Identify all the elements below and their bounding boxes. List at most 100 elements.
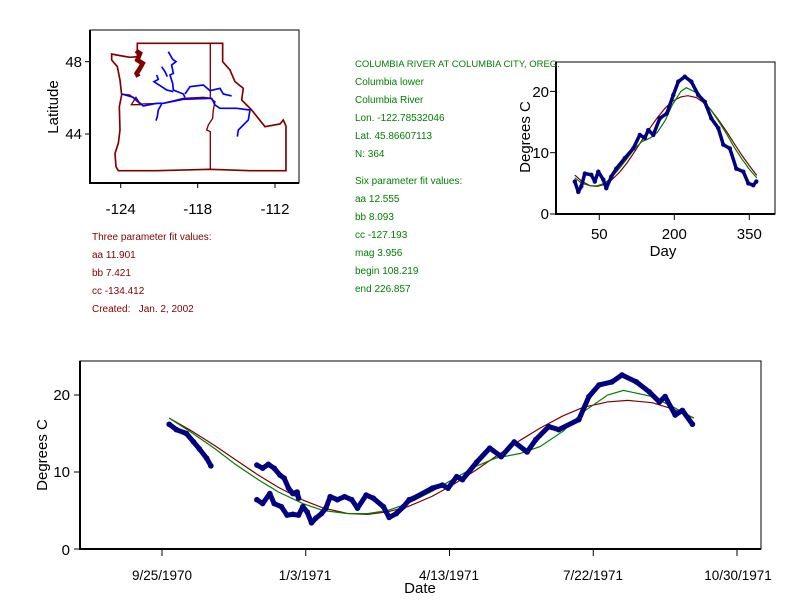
six-param-value: begin 108.219 — [355, 266, 419, 277]
observed-point — [689, 421, 696, 428]
station-line: N: 364 — [355, 149, 385, 160]
observed-point — [596, 382, 602, 388]
observed-point — [679, 407, 686, 414]
observed-point — [727, 146, 732, 151]
observed-point — [294, 489, 300, 495]
observed-point — [173, 426, 180, 433]
observed-point — [439, 482, 446, 488]
observed-point — [393, 510, 400, 517]
date-x-tick-label: 9/25/1970 — [132, 568, 192, 583]
observed-trace — [573, 74, 758, 194]
map-x-tick-label: -112 — [261, 201, 290, 218]
observed-point — [267, 490, 273, 497]
observed-point — [609, 174, 614, 179]
observed-point — [642, 135, 647, 141]
day-y-axis-label: Degrees C — [517, 101, 534, 173]
map-y-tick-label: 48 — [65, 54, 82, 71]
date-x-tick-label: 4/13/1971 — [419, 568, 479, 583]
six-param-value: aa 12.555 — [355, 194, 400, 205]
wa-id-or-border — [205, 43, 216, 170]
observed-point — [429, 485, 436, 491]
observed-point — [208, 463, 214, 469]
observed-point — [406, 496, 413, 503]
observed-point — [370, 495, 377, 501]
observed-point — [751, 182, 756, 188]
three-param-fit-line — [574, 95, 758, 188]
three-param-fit-line — [168, 399, 695, 515]
day-y-tick-label: 20 — [532, 84, 549, 101]
observed-point — [323, 505, 329, 511]
observed-point — [196, 446, 203, 452]
observed-point — [672, 412, 678, 418]
map-axis-ticks — [85, 61, 276, 188]
station-line: Columbia lower — [355, 77, 424, 88]
observed-point — [254, 496, 260, 503]
observed-point — [259, 465, 266, 471]
day-x-tick-label: 200 — [662, 226, 687, 243]
observed-point — [363, 492, 369, 498]
day-y-tick-label: 10 — [532, 145, 549, 162]
observed-point — [281, 475, 287, 481]
six-param-value: mag 3.956 — [355, 248, 403, 259]
created-date: Created: Jan. 2, 2002 — [92, 304, 194, 315]
observed-point — [304, 509, 310, 515]
observed-point — [284, 512, 290, 518]
observed-trace — [254, 461, 302, 501]
observed-point — [400, 503, 407, 510]
observed-point — [609, 379, 615, 385]
map-x-tick-label: -124 — [106, 201, 136, 218]
observed-point — [555, 426, 562, 433]
observed-point — [709, 116, 714, 121]
observed-point — [453, 473, 460, 480]
three-param-aa: aa 11.901 — [92, 250, 136, 261]
date-x-axis-label: Date — [404, 580, 436, 597]
puget-sound — [133, 48, 146, 78]
observed-point — [380, 503, 387, 510]
observed-point — [656, 399, 663, 405]
six-param-fit-line — [168, 389, 695, 515]
observed-point — [662, 393, 668, 400]
station-line: Columbia River — [355, 95, 424, 106]
date-y-axis-label: Degrees C — [34, 419, 51, 491]
observed-point — [657, 116, 662, 121]
observed-point — [582, 171, 587, 176]
observed-point — [308, 520, 315, 526]
observed-point — [754, 179, 759, 184]
day-x-axis-label: Day — [650, 243, 677, 260]
observed-point — [300, 503, 306, 510]
observed-point — [637, 132, 642, 138]
river-yakima — [152, 66, 174, 93]
observed-point — [601, 177, 606, 182]
observed-point — [348, 496, 355, 503]
observed-point — [622, 156, 627, 161]
observed-point — [614, 166, 619, 171]
day-y-tick-label: 0 — [541, 206, 549, 223]
state-boundaries — [110, 42, 287, 172]
map-y-axis-label: Latitude — [45, 80, 62, 133]
six-param-fit-line — [574, 87, 758, 187]
observed-point — [676, 79, 681, 84]
observed-point — [572, 179, 577, 184]
observed-point — [203, 455, 210, 461]
observed-point — [341, 493, 348, 500]
observed-point — [183, 430, 190, 437]
river-columbia — [121, 93, 251, 137]
observed-point — [741, 169, 746, 174]
map-x-tick-label: -118 — [183, 201, 212, 218]
observed-point — [285, 485, 292, 491]
six-param-value: end 226.857 — [355, 284, 411, 295]
map-frame — [89, 29, 300, 184]
observed-point — [290, 511, 296, 518]
observed-point — [646, 127, 651, 133]
observed-point — [592, 179, 597, 184]
observed-point — [651, 132, 656, 138]
observed-point — [259, 500, 266, 507]
day-chart: 50 200 350 0 10 20 Day Degrees C — [517, 61, 776, 260]
date-x-tick-label: 10/30/1971 — [704, 568, 772, 583]
observed-point — [459, 476, 466, 483]
observed-point — [318, 510, 325, 517]
observed-point — [633, 379, 640, 385]
date-y-tick-label: 20 — [53, 387, 70, 404]
day-x-tick-label: 350 — [737, 226, 762, 243]
observed-point — [445, 485, 451, 491]
